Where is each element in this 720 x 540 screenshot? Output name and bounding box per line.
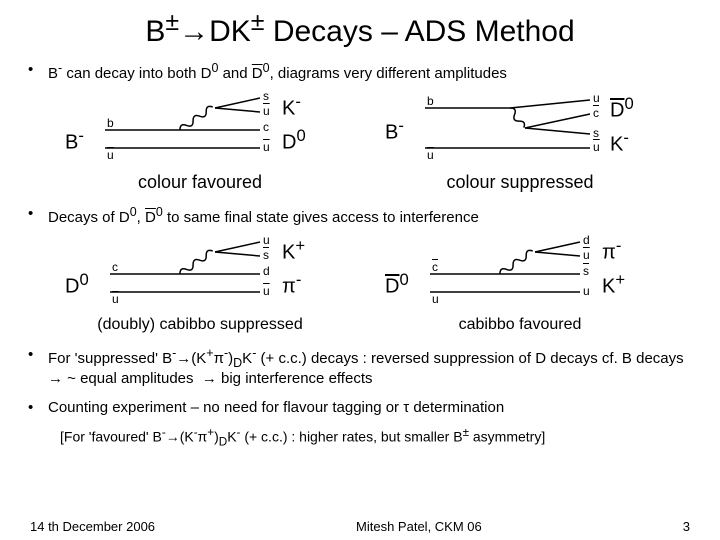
d2-rt: D0 (610, 94, 634, 123)
d4-left: D0 (385, 270, 409, 299)
bullet-dot-4: • (28, 399, 48, 416)
q4-u: u (432, 292, 439, 306)
footer-note: [For 'favoured' B-→(K-π+)DK- (+ c.c.) : … (60, 426, 680, 448)
d3-rt: K+ (282, 236, 305, 265)
caption-colour-favoured: colour favoured (60, 172, 340, 193)
q-ubar2: u (263, 104, 270, 118)
q2-ubar2: u (593, 140, 600, 154)
bullet-2: • Decays of D0, D0 to same final state g… (28, 205, 692, 226)
q4-sbar: s (583, 264, 589, 278)
bullet-3: • For 'suppressed' B-→(K+π-)DK- (+ c.c.)… (28, 346, 692, 387)
diagram-colour-suppressed: B- D0 K- b u u c s u (380, 90, 660, 168)
caption-dcs: (doubly) cabibbo suppressed (60, 316, 340, 334)
bullet-1: • B- can decay into both D0 and D0, diag… (28, 61, 692, 82)
q-b: b (107, 116, 114, 130)
diagram-colour-favoured: B- K- D0 b u s u c u (60, 90, 340, 168)
q4-cbar: c (432, 260, 438, 274)
d1-rt: K- (282, 92, 301, 121)
q3-ubar: u (112, 292, 119, 306)
bullet-3-text: For 'suppressed' B-→(K+π-)DK- (+ c.c.) d… (48, 346, 692, 387)
q4-d: d (583, 233, 590, 247)
d4-rt: π- (602, 236, 621, 265)
q-ubar3: u (263, 140, 270, 154)
bullet-dot-3: • (28, 346, 48, 363)
footer-left: 14 th December 2006 (30, 519, 155, 534)
bullet-4: • Counting experiment – no need for flav… (28, 399, 692, 416)
q-ubar: u (107, 148, 114, 162)
caption-colour-suppressed: colour suppressed (380, 172, 660, 193)
q3-c: c (112, 260, 118, 274)
footer-center: Mitesh Patel, CKM 06 (356, 519, 482, 534)
q-s: s (263, 89, 269, 103)
d2-left: B- (385, 116, 404, 145)
d2-rb: K- (610, 128, 629, 157)
q4-u2: u (583, 284, 590, 298)
q3-u: u (263, 233, 270, 247)
diagram-dcs: D0 K+ π- c u u s d u (60, 234, 340, 312)
footer-right: 3 (683, 519, 690, 534)
q3-sbar: s (263, 248, 269, 262)
bullet-1-text: B- can decay into both D0 and D0, diagra… (48, 61, 692, 82)
d1-left: B- (65, 126, 84, 155)
q2-u: u (593, 91, 600, 105)
q2-cbar: c (593, 106, 599, 120)
q2-s: s (593, 126, 599, 140)
diagram-row-2: D0 K+ π- c u u s d u D0 π- K+ c u d u s … (40, 234, 680, 312)
q3-d: d (263, 264, 270, 278)
q3-ubar2: u (263, 284, 270, 298)
bullet-dot-2: • (28, 205, 48, 222)
d4-rb: K+ (602, 270, 625, 299)
d3-left: D0 (65, 270, 89, 299)
q2-b: b (427, 94, 434, 108)
q2-ubar: u (427, 148, 434, 162)
diagram-cf: D0 π- K+ c u d u s u (380, 234, 660, 312)
diagram-row-1: B- K- D0 b u s u c u B- D0 K- b u u c s … (40, 90, 680, 168)
caption-row-2: (doubly) cabibbo suppressed cabibbo favo… (40, 316, 680, 334)
bullet-2-text: Decays of D0, D0 to same final state giv… (48, 205, 692, 226)
slide-title: B±→DK± Decays – ADS Method (0, 0, 720, 49)
q4-ubar: u (583, 248, 590, 262)
caption-cf: cabibbo favoured (380, 316, 660, 334)
footer-bar: 14 th December 2006 Mitesh Patel, CKM 06… (0, 519, 720, 534)
d1-rb: D0 (282, 126, 306, 155)
d3-rb: π- (282, 270, 301, 299)
caption-row-1: colour favoured colour suppressed (40, 172, 680, 193)
bullet-dot: • (28, 61, 48, 78)
bullet-4-text: Counting experiment – no need for flavou… (48, 399, 692, 416)
q-c: c (263, 120, 269, 134)
